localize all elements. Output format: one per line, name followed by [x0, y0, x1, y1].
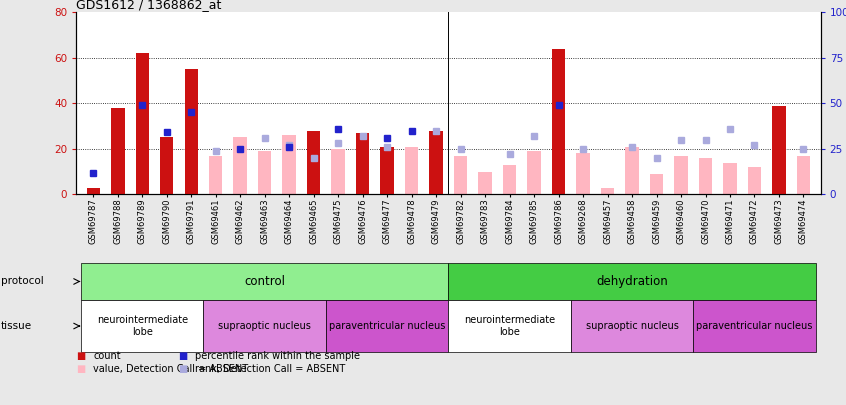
Bar: [601, 188, 614, 194]
Bar: [111, 108, 124, 194]
Text: protocol: protocol: [1, 277, 44, 286]
Bar: [527, 151, 541, 194]
Bar: [448, 300, 571, 352]
Bar: [184, 69, 198, 194]
Text: supraoptic nucleus: supraoptic nucleus: [585, 321, 678, 331]
Text: tissue: tissue: [1, 321, 32, 331]
Bar: [81, 263, 448, 300]
Text: neurointermediate
lobe: neurointermediate lobe: [464, 315, 555, 337]
Bar: [454, 156, 467, 194]
Text: count: count: [93, 351, 121, 360]
Text: ■: ■: [178, 364, 187, 373]
Text: ■: ■: [76, 351, 85, 360]
Bar: [307, 130, 321, 194]
Bar: [723, 162, 737, 194]
Text: control: control: [244, 275, 285, 288]
Bar: [204, 300, 326, 352]
Text: paraventricular nucleus: paraventricular nucleus: [696, 321, 813, 331]
Text: dehydration: dehydration: [596, 275, 668, 288]
Bar: [430, 149, 442, 194]
Text: ■: ■: [76, 364, 85, 373]
Text: neurointermediate
lobe: neurointermediate lobe: [96, 315, 188, 337]
Text: ■: ■: [178, 351, 187, 360]
Text: value, Detection Call = ABSENT: value, Detection Call = ABSENT: [93, 364, 248, 373]
Bar: [86, 188, 100, 194]
Bar: [356, 133, 370, 194]
Bar: [448, 263, 816, 300]
Text: rank, Detection Call = ABSENT: rank, Detection Call = ABSENT: [195, 364, 345, 373]
Bar: [209, 156, 222, 194]
Bar: [307, 172, 321, 194]
Bar: [81, 300, 204, 352]
Bar: [478, 172, 492, 194]
Bar: [748, 167, 761, 194]
Bar: [430, 130, 442, 194]
Bar: [258, 151, 272, 194]
Bar: [693, 300, 816, 352]
Bar: [381, 147, 394, 194]
Bar: [772, 106, 786, 194]
Text: percentile rank within the sample: percentile rank within the sample: [195, 351, 360, 360]
Bar: [571, 300, 693, 352]
Bar: [86, 188, 100, 194]
Bar: [797, 156, 810, 194]
Bar: [674, 156, 688, 194]
Bar: [650, 174, 663, 194]
Text: supraoptic nucleus: supraoptic nucleus: [218, 321, 311, 331]
Bar: [699, 158, 712, 194]
Bar: [326, 300, 448, 352]
Bar: [135, 53, 149, 194]
Text: GDS1612 / 1368862_at: GDS1612 / 1368862_at: [76, 0, 222, 11]
Bar: [503, 165, 516, 194]
Bar: [625, 147, 639, 194]
Bar: [381, 149, 394, 194]
Bar: [332, 149, 345, 194]
Bar: [405, 147, 419, 194]
Text: paraventricular nucleus: paraventricular nucleus: [329, 321, 445, 331]
Bar: [283, 135, 296, 194]
Bar: [233, 137, 247, 194]
Bar: [552, 49, 565, 194]
Bar: [160, 137, 173, 194]
Bar: [356, 135, 370, 194]
Bar: [576, 153, 590, 194]
